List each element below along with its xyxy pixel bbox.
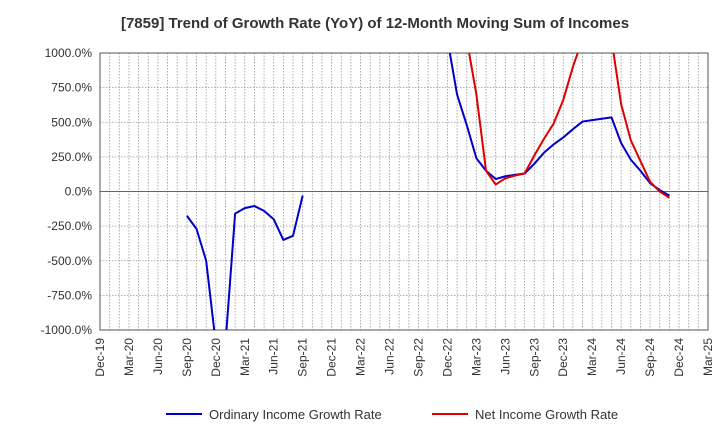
y-tick-label: 250.0% (51, 150, 92, 164)
y-tick-label: -750.0% (47, 288, 92, 302)
x-tick-label: Mar-20 (122, 338, 136, 376)
x-tick-label: Dec-21 (325, 338, 339, 377)
series-line-ordinary-income (186, 53, 670, 330)
y-tick-label: 500.0% (51, 115, 92, 129)
x-tick-label: Dec-22 (440, 338, 454, 377)
x-tick-label: Jun-24 (614, 338, 628, 375)
legend: Ordinary Income Growth Rate Net Income Gr… (166, 407, 618, 422)
x-tick-label: Jun-21 (267, 338, 281, 375)
x-tick-label: Sep-20 (180, 338, 194, 377)
x-tick-label: Jun-20 (151, 338, 165, 375)
x-tick-label: Sep-24 (643, 338, 657, 377)
legend-label: Ordinary Income Growth Rate (209, 407, 382, 422)
x-tick-label: Mar-22 (354, 338, 368, 376)
y-tick-label: -500.0% (47, 254, 92, 268)
chart-title: [7859] Trend of Growth Rate (YoY) of 12-… (121, 15, 629, 32)
y-tick-label: 0.0% (65, 185, 93, 199)
x-tick-label: Sep-22 (411, 338, 425, 377)
series-line-net-income (468, 53, 670, 199)
y-tick-label: 1000.0% (45, 46, 93, 60)
y-tick-label: -1000.0% (41, 323, 93, 337)
x-tick-label: Jun-22 (383, 338, 397, 375)
x-tick-label: Jun-23 (498, 338, 512, 375)
legend-label: Net Income Growth Rate (475, 407, 618, 422)
plot-frame (99, 52, 709, 331)
x-tick-label: Dec-24 (672, 338, 686, 377)
y-tick-label: -250.0% (47, 219, 92, 233)
x-tick-label: Dec-20 (209, 338, 223, 377)
x-tick-label: Sep-23 (527, 338, 541, 377)
x-tick-label: Dec-23 (556, 338, 570, 377)
x-tick-label: Mar-23 (469, 338, 483, 376)
x-tick-label: Dec-19 (93, 338, 107, 377)
x-tick-label: Mar-24 (585, 338, 599, 376)
x-tick-label: Mar-21 (238, 338, 252, 376)
series-lines (186, 53, 670, 330)
x-tick-label: Mar-25 (701, 338, 715, 376)
y-tick-label: 750.0% (51, 81, 92, 95)
x-tick-label: Sep-21 (296, 338, 310, 377)
axes: 1000.0% 750.0% 500.0% 250.0% 0.0% -250.0% -500… (41, 46, 715, 377)
